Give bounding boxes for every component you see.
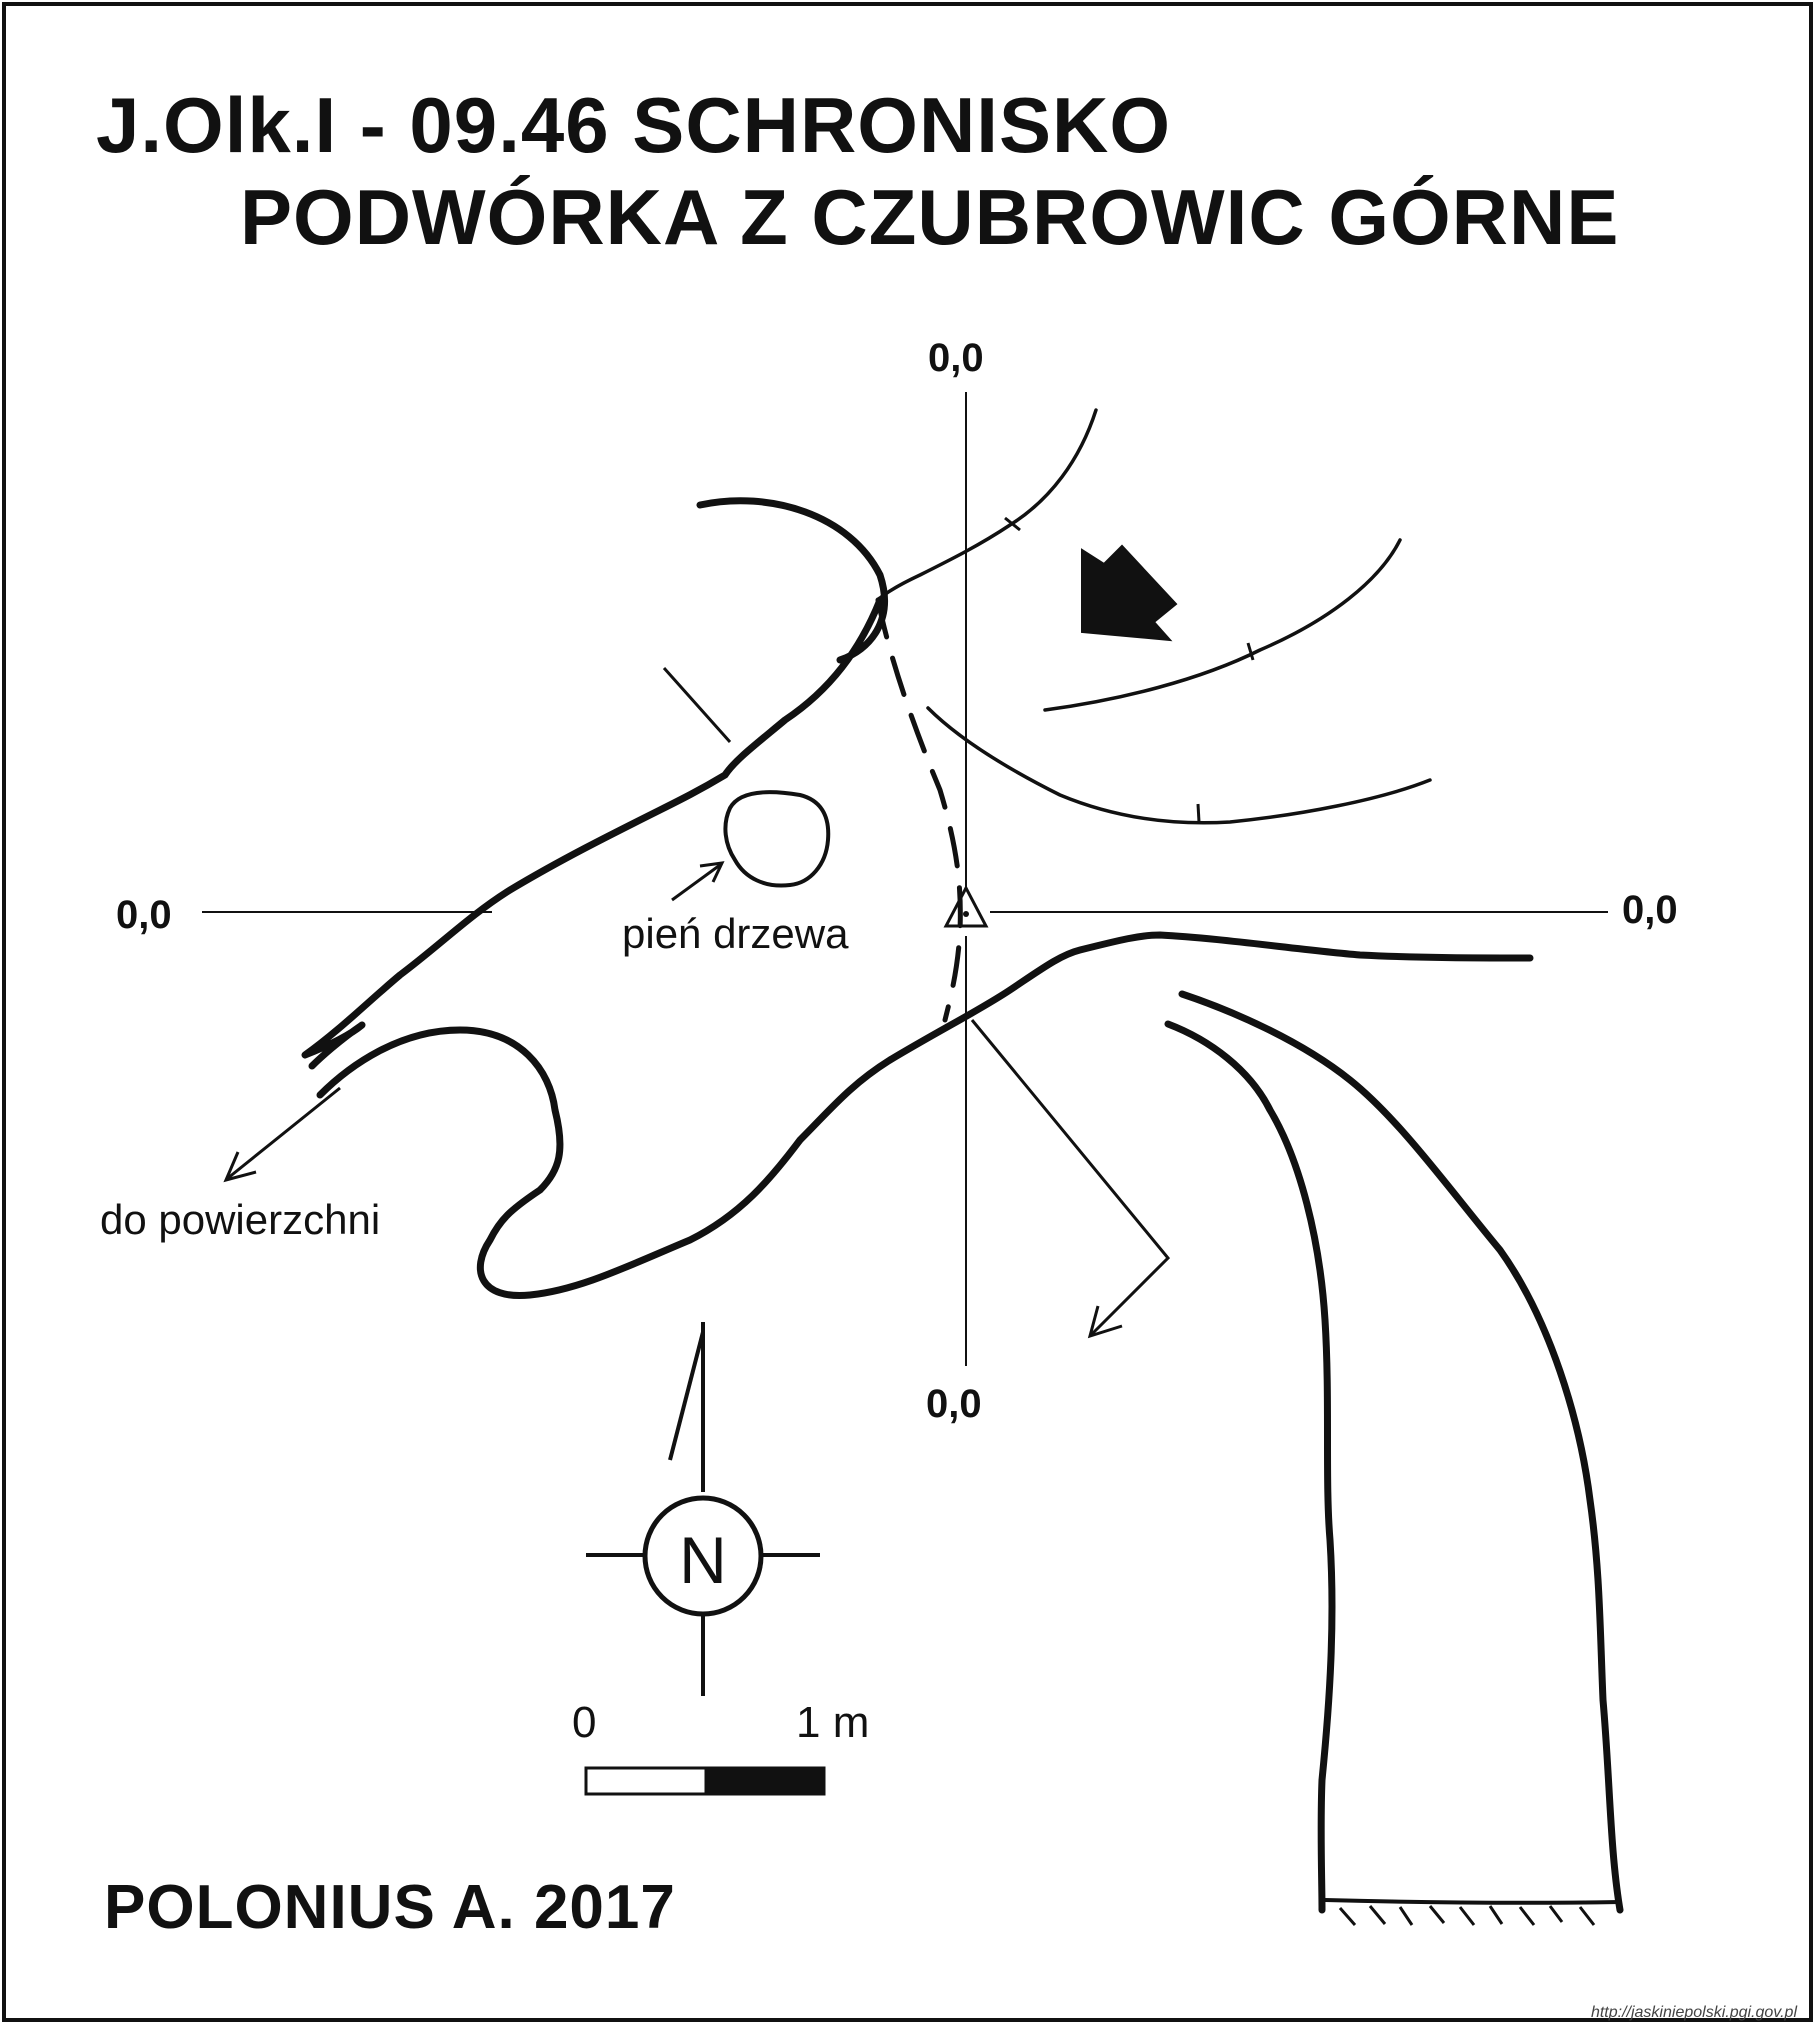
profile-floor bbox=[1324, 1898, 1621, 1905]
scale-bar bbox=[584, 1766, 826, 1796]
source-url-link[interactable]: http://jaskiniepolski.pgi.gov.pl bbox=[1590, 2004, 1797, 2021]
terrain-tick-2 bbox=[1246, 642, 1255, 661]
entrance-arrow-icon bbox=[1081, 544, 1178, 642]
to-surface-arrow-icon bbox=[223, 1086, 341, 1183]
author-credit: POLONIUS A. 2017 bbox=[104, 1873, 676, 1942]
coordinate-label-bottom: 0,0 bbox=[926, 1382, 982, 1426]
to-surface-label: do powierzchni bbox=[100, 1196, 381, 1243]
terrain-line-3 bbox=[926, 706, 1432, 825]
profile-wall-inner bbox=[1164, 1020, 1336, 1914]
north-letter: N bbox=[679, 1523, 727, 1597]
coordinate-label-right: 0,0 bbox=[1622, 888, 1678, 932]
coordinate-label-left: 0,0 bbox=[116, 893, 172, 937]
profile-direction-arrow-icon bbox=[970, 1019, 1171, 1339]
north-arrow-icon bbox=[586, 1322, 820, 1696]
drip-line bbox=[875, 597, 963, 1023]
tree-pointer-arrow-icon bbox=[671, 861, 725, 902]
map-title-line2: PODWÓRKA Z CZUBROWIC GÓRNE bbox=[240, 173, 1620, 261]
profile-wall-outer bbox=[1178, 990, 1624, 1914]
terrain-tick-3 bbox=[1196, 803, 1201, 823]
tree-trunk-outline bbox=[723, 790, 831, 888]
terrain-tick-1 bbox=[1004, 516, 1021, 532]
scale-bar-end-label: 1 m bbox=[796, 1698, 870, 1747]
cave-wall-lower-left bbox=[316, 931, 1534, 1300]
scale-bar-start-label: 0 bbox=[572, 1698, 597, 1747]
section-line-upper bbox=[662, 667, 732, 743]
tree-trunk-label: pień drzewa bbox=[622, 910, 849, 957]
survey-station-icon bbox=[943, 884, 989, 928]
profile-floor-hatching bbox=[1338, 1905, 1596, 1926]
coordinate-label-top: 0,0 bbox=[928, 336, 984, 380]
terrain-line-2 bbox=[1043, 538, 1402, 712]
cave-wall-upper-left bbox=[301, 497, 888, 1070]
map-title-line1: J.Olk.I - 09.46 SCHRONISKO bbox=[96, 81, 1172, 169]
terrain-line-1 bbox=[878, 408, 1098, 600]
